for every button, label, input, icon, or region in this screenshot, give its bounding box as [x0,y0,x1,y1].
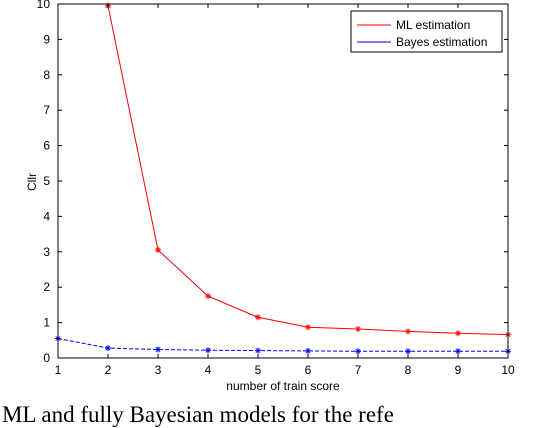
plot-frame [57,3,509,359]
x-tick-label: 5 [255,363,262,377]
x-axis-label: number of train score [226,379,340,393]
y-tick-label: 5 [43,174,50,188]
y-tick-label: 4 [43,209,50,223]
y-tick-label: 6 [43,139,50,153]
data-point-ml [405,328,411,335]
x-tick-label: 10 [501,363,515,377]
series-line-bayes [57,338,508,352]
legend-label: Bayes estimation [396,35,487,49]
x-tick-label: 2 [105,363,112,377]
data-point-bayes [205,347,211,354]
figure-caption: e ML and fully Bayesian models for the r… [0,400,534,428]
data-point-ml [255,314,261,321]
data-point-bayes [405,348,411,355]
data-point-bayes [255,347,261,354]
y-tick-label: 1 [43,316,50,330]
data-point-ml [305,324,311,331]
y-tick-label: 3 [43,245,50,259]
data-point-bayes [355,348,361,355]
y-tick-label: 0 [43,351,50,365]
y-tick-label: 9 [43,32,50,46]
legend-box [350,10,503,53]
x-tick-label: 6 [305,363,312,377]
legend: ML estimation Bayes estimation [350,10,503,53]
x-tick-label: 3 [155,363,162,377]
data-point-ml [155,247,161,254]
x-tick-label: 4 [205,363,212,377]
x-tick-label: 8 [405,363,412,377]
data-point-ml [355,325,361,332]
data-point-bayes [305,347,311,354]
y-tick-label: 2 [43,280,50,294]
plot-marks [55,2,511,355]
y-tick-label: 7 [43,103,50,117]
data-point-bayes [105,345,111,352]
legend-label: ML estimation [396,18,470,32]
y-axis-label: Cllr [25,173,39,191]
y-tick-label: 10 [37,0,51,11]
caption-text: e ML and fully Bayesian models for the r… [0,402,394,427]
data-point-bayes [155,346,161,353]
data-point-ml [455,330,461,337]
x-tick-label: 7 [355,363,362,377]
y-tick-label: 8 [43,68,50,82]
series-line-ml [107,5,509,336]
x-tick-label: 1 [55,363,62,377]
x-tick-label: 9 [455,363,462,377]
data-point-ml [205,293,211,300]
data-point-bayes [455,348,461,355]
